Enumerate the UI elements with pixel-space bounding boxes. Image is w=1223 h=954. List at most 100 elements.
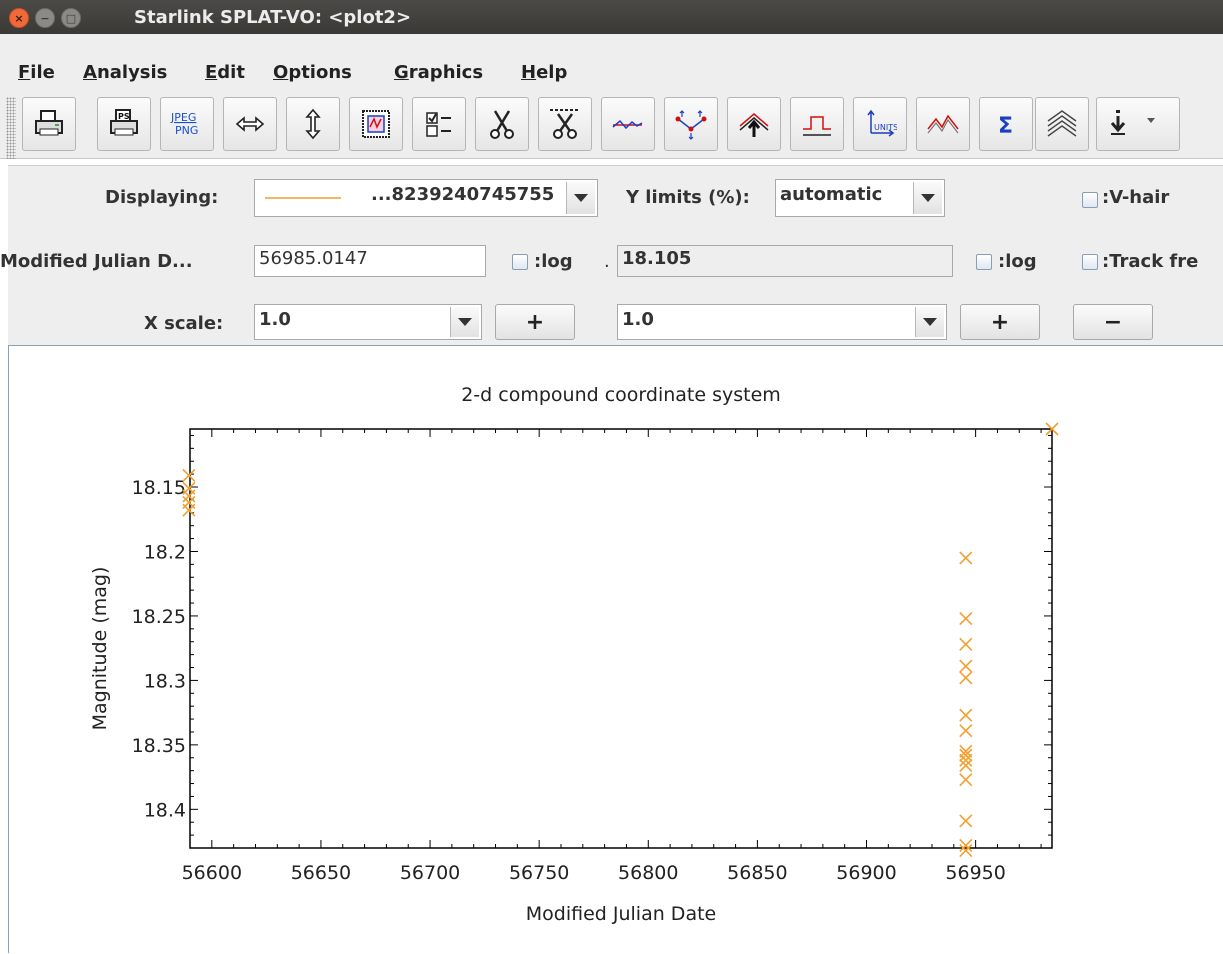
track-checkbox[interactable] [1082,254,1098,270]
yscale-value: 1.0 [622,309,654,330]
menu-file[interactable]: File [18,62,55,83]
spectral-lines-button[interactable] [916,97,970,151]
units-icon: UNITS [867,109,897,137]
data-point-marker [959,671,973,685]
toolbar-grip[interactable] [6,97,16,159]
close-icon[interactable]: × [9,8,29,28]
track-label: :Track fre [1102,251,1199,272]
ylimits-value: automatic [780,184,883,205]
menu-edit[interactable]: Edit [205,62,245,83]
cut-button[interactable] [475,97,529,151]
svg-text:PNG: PNG [175,124,198,137]
svg-text:Σ: Σ [998,114,1013,139]
cut-all-icon [550,109,580,139]
y-axis-label: Magnitude (mag) [89,567,111,731]
window-title: Starlink SPLAT-VO: <plot2> [134,7,412,28]
chevron-down-icon[interactable] [915,307,944,337]
data-point-marker [959,844,973,858]
xscale-value: 1.0 [259,309,291,330]
y-tick-label: 18.15 [132,477,186,499]
fit-width-button[interactable] [223,97,277,151]
plot-frame [189,428,1053,849]
ylimits-label: Y limits (%): [626,187,750,208]
x-axis-label: Modified Julian Date [526,903,716,925]
data-point-marker [959,708,973,722]
export-jpeg-png-button[interactable]: JPEG PNG [160,97,214,151]
yscale-decrease-button[interactable]: − [1073,304,1153,340]
minimize-icon[interactable]: − [35,8,55,28]
displaying-select[interactable]: ...82392407457559 [254,179,598,217]
data-point-marker [959,753,973,767]
print-button[interactable] [22,97,76,151]
y-coord-field[interactable]: 18.105 [617,245,953,277]
x-tick-label: 56700 [400,862,460,884]
separator-dot: . [604,251,610,272]
line-fit-button[interactable] [601,97,655,151]
svg-text:PS: PS [118,112,130,121]
flux-icon [739,113,769,137]
y-log-label: :log [998,251,1037,272]
yscale-select[interactable]: 1.0 [617,304,947,340]
vhair-label: :V-hair [1102,187,1170,208]
x-log-checkbox[interactable] [512,254,528,270]
stack-icon [1047,110,1077,137]
menu-options[interactable]: Options [273,62,352,83]
x-coord-field[interactable]: 56985.0147 [254,245,486,277]
units-button[interactable]: UNITS [853,97,907,151]
data-point-marker [959,724,973,738]
save-menu-button[interactable] [1096,97,1180,151]
vhair-checkbox[interactable] [1082,192,1098,208]
xscale-increase-button[interactable]: + [495,304,575,340]
interpolate-button[interactable] [664,97,718,151]
svg-text:UNITS: UNITS [874,123,897,132]
x-tick-label: 56600 [182,862,242,884]
stack-button[interactable] [1035,97,1089,151]
fit-width-icon [235,116,265,132]
chevron-down-icon[interactable] [566,182,595,214]
displaying-value: ...82392407457559 [371,184,555,205]
chevron-down-icon[interactable] [913,182,942,214]
filter-button[interactable] [790,97,844,151]
menu-analysis[interactable]: Analysis [83,62,168,83]
maximize-icon[interactable]: □ [61,8,81,28]
plot-area[interactable]: 56600 56650 56700 56750 56800 56850 56900 56950… [8,345,1223,953]
menu-help[interactable]: Help [521,62,568,83]
x-log-label: :log [534,251,573,272]
ylimits-select[interactable]: automatic [775,179,945,217]
data-point-marker [959,611,973,626]
x-tick-label: 56950 [945,862,1005,884]
data-point-marker [959,758,973,773]
y-tick-label: 18.4 [144,799,186,821]
y-tick-label: 18.35 [132,735,186,757]
chevron-down-icon[interactable] [450,307,479,337]
statistics-button[interactable]: Σ [979,97,1033,151]
cut-icon [490,110,514,139]
data-point-marker [959,814,973,828]
menu-graphics[interactable]: Graphics [394,62,484,83]
display-options-button[interactable] [412,97,466,151]
scatter-plot: 56600 56650 56700 56750 56800 56850 56900 56950… [89,384,1059,925]
x-tick-label: 56850 [727,862,787,884]
xscale-select[interactable]: 1.0 [254,304,482,340]
print-icon [35,110,63,136]
x-tick-label: 56750 [509,862,569,884]
title-bar: × − □ Starlink SPLAT-VO: <plot2> [0,0,1223,34]
fit-height-icon [305,108,321,140]
fit-height-button[interactable] [286,97,340,151]
line-style-icon [265,197,341,199]
data-point-marker [959,659,973,673]
print-postscript-button[interactable]: PS [97,97,151,151]
interpolate-icon [675,110,707,140]
y-log-checkbox[interactable] [976,254,992,270]
save-menu-icon [1110,110,1155,135]
y-tick-label: 18.3 [144,670,186,692]
y-tick-label: 18.2 [144,541,186,563]
line-fit-icon [612,119,643,130]
cut-all-button[interactable] [538,97,592,151]
data-point-marker [182,503,196,517]
yscale-increase-button[interactable]: + [960,304,1040,340]
viewport-button[interactable] [349,97,403,151]
display-options-icon [426,112,451,137]
flux-button[interactable] [727,97,781,151]
